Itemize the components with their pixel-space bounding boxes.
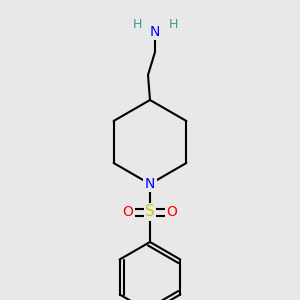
Text: S: S bbox=[145, 205, 155, 220]
Text: H: H bbox=[168, 19, 178, 32]
Text: O: O bbox=[167, 205, 177, 219]
Text: N: N bbox=[150, 25, 160, 39]
Text: H: H bbox=[132, 19, 142, 32]
Text: O: O bbox=[123, 205, 134, 219]
Text: N: N bbox=[145, 177, 155, 191]
